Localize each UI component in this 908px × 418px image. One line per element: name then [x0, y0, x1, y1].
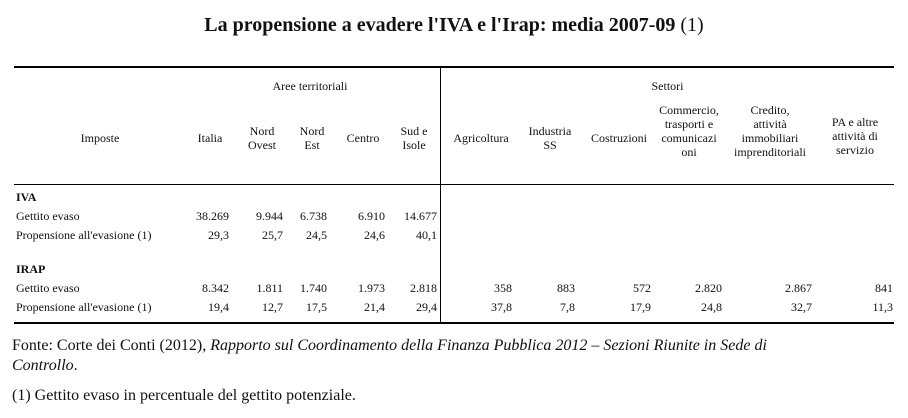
table-cell: 841 [875, 281, 893, 295]
table-top-rule [14, 66, 894, 68]
table-cell: 8.342 [202, 281, 229, 295]
row-label: Gettito evaso [16, 209, 80, 223]
table-cell: 1.740 [300, 281, 327, 295]
section-header: IVA [16, 190, 37, 204]
table-cell: 17,9 [630, 300, 651, 314]
header-agricoltura: Agricoltura [453, 131, 509, 145]
table-cell: 37,8 [491, 300, 512, 314]
table-cell: 1.973 [358, 281, 385, 295]
table-cell: 17,5 [306, 300, 327, 314]
title-text: La propensione a evadere l'IVA e l'Irap:… [204, 14, 676, 36]
footnote: (1) Gettito evaso in percentuale del get… [12, 387, 356, 404]
table-header-rule [14, 184, 894, 185]
header-italia: Italia [197, 131, 223, 145]
source-title-cont: Controllo [12, 357, 74, 374]
table-cell: 12,7 [262, 300, 283, 314]
header-line: comunicazi [661, 131, 717, 145]
title-note: (1) [680, 14, 704, 36]
header-line: Est [304, 138, 320, 152]
header-line: servizio [836, 143, 874, 157]
table-cell: 24,5 [306, 228, 327, 242]
header-industria: Industria SS [520, 124, 580, 152]
table-cell: 21,4 [364, 300, 385, 314]
table-cell: 1.811 [256, 281, 283, 295]
source-note: Fonte: Corte dei Conti (2012), Rapporto … [12, 336, 902, 376]
header-line: immobiliari [741, 131, 799, 145]
header-credito: Credito, attività immobiliari imprendito… [724, 103, 816, 159]
header-commercio: Commercio, trasporti e comunicazi oni [654, 103, 724, 159]
table-title: La propensione a evadere l'IVA e l'Irap:… [0, 14, 908, 37]
header-sud-isole: Sud e Isole [394, 124, 434, 152]
source-end: . [73, 357, 78, 374]
table-cell: 6.738 [300, 209, 327, 223]
table-cell: 24,8 [701, 300, 722, 314]
table-cell: 32,7 [791, 300, 812, 314]
header-line: Nord [249, 124, 275, 138]
table-cell: 24,6 [364, 228, 385, 242]
table-cell: 11,3 [872, 300, 893, 314]
group-separator [440, 67, 441, 322]
table-cell: 38.269 [196, 209, 229, 223]
header-line: attività [753, 117, 787, 131]
header-line: Nord [299, 124, 325, 138]
header-costruzioni: Costruzioni [591, 131, 647, 145]
table-cell: 358 [494, 281, 512, 295]
row-label: Propensione all'evasione (1) [16, 300, 152, 314]
source-prefix: Fonte: Corte dei Conti (2012), [12, 337, 211, 354]
table-cell: 9.944 [256, 209, 283, 223]
header-line: Ovest [248, 138, 276, 152]
header-centro: Centro [346, 131, 380, 145]
table-cell: 2.867 [785, 281, 812, 295]
section-header: IRAP [16, 262, 46, 276]
header-line: trasporti e [664, 117, 714, 131]
header-line: Sud e [400, 124, 428, 138]
header-imposte: Imposte [80, 131, 120, 145]
header-line: SS [543, 138, 557, 152]
table-cell: 7,8 [560, 300, 575, 314]
header-nord-ovest: Nord Ovest [240, 124, 284, 152]
table-cell: 2.818 [410, 281, 437, 295]
row-label: Propensione all'evasione (1) [16, 228, 152, 242]
header-line: oni [681, 145, 697, 159]
table-cell: 40,1 [416, 228, 437, 242]
table-cell: 883 [557, 281, 575, 295]
header-pa: PA e altre attività di servizio [816, 115, 894, 157]
header-line: PA e altre [831, 115, 879, 129]
table-bottom-rule [14, 322, 894, 324]
header-line: attività di [832, 129, 878, 143]
table-cell: 2.820 [695, 281, 722, 295]
header-nord-est: Nord Est [294, 124, 330, 152]
header-line: Industria [528, 124, 572, 138]
table-cell: 19,4 [208, 300, 229, 314]
group-header-settori: Settori [651, 79, 684, 93]
table-cell: 29,4 [416, 300, 437, 314]
header-line: Commercio, [659, 103, 719, 117]
header-line: imprenditoriali [734, 145, 806, 159]
group-header-aree: Aree territoriali [272, 79, 348, 93]
table-cell: 29,3 [208, 228, 229, 242]
table-cell: 25,7 [262, 228, 283, 242]
table-cell: 572 [633, 281, 651, 295]
table-cell: 6.910 [358, 209, 385, 223]
header-line: Isole [402, 138, 426, 152]
source-title: Rapporto sul Coordinamento della Finanza… [210, 337, 767, 354]
header-line: Credito, [750, 103, 790, 117]
table-cell: 14.677 [404, 209, 437, 223]
row-label: Gettito evaso [16, 281, 80, 295]
